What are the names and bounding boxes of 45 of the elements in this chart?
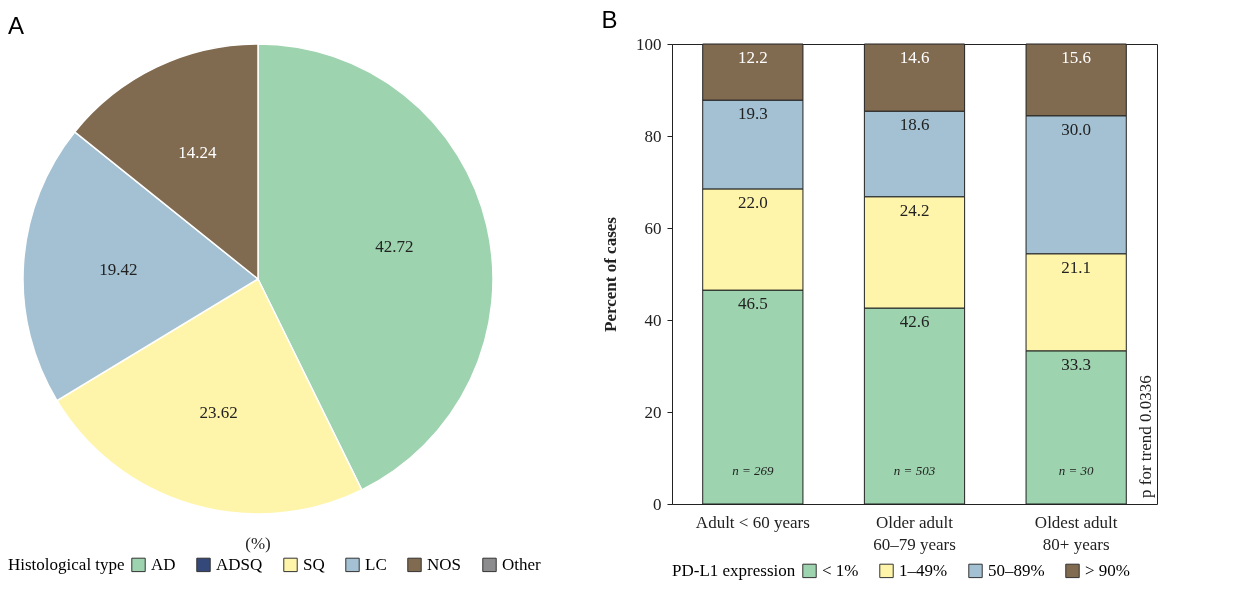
data-label: 19.42 <box>99 259 138 279</box>
y-axis-title: Percent of cases <box>601 216 620 332</box>
y-tick-label: 60 <box>644 218 662 238</box>
legend-title: Histological type <box>8 555 125 574</box>
y-tick-label: 20 <box>644 402 662 422</box>
data-label: 22.0 <box>737 192 768 212</box>
legend-title: PD-L1 expression <box>672 561 796 580</box>
text: (%) <box>245 534 271 553</box>
y-tick-label: 40 <box>644 310 662 330</box>
data-label: 14.24 <box>178 142 218 162</box>
y-tick-label: 80 <box>644 126 662 146</box>
legend-label: NOS <box>427 554 462 574</box>
legend-label: 50–89% <box>988 560 1045 580</box>
x-tick-label: Oldest adult 80+ years <box>1034 512 1118 554</box>
data-label: 42.72 <box>375 237 414 257</box>
x-tick-label: Adult < 60 years <box>695 512 810 532</box>
data-label: 21.1 <box>1061 257 1092 277</box>
x-tick-label: Older adult 60–79 years <box>873 512 956 554</box>
legend-label: > 90% <box>1085 560 1130 580</box>
chart-title: B <box>601 6 618 33</box>
annotation: n = 503 <box>893 463 936 478</box>
legend-label: SQ <box>303 554 325 574</box>
legend-label: Other <box>502 554 542 574</box>
data-label: 15.6 <box>1061 48 1092 67</box>
data-label: 12.2 <box>737 48 768 67</box>
chart-title: A <box>8 12 25 39</box>
y-tick-label: 100 <box>636 34 662 54</box>
data-label: 30.0 <box>1061 119 1092 139</box>
data-label: 24.2 <box>899 200 930 220</box>
data-label: 18.6 <box>899 115 930 135</box>
legend-label: < 1% <box>822 560 859 580</box>
legend-label: 1–49% <box>899 560 948 580</box>
annotation: n = 269 <box>732 463 774 478</box>
legend-label: LC <box>365 554 387 574</box>
y-tick-label: 0 <box>653 494 662 514</box>
annotation: n = 30 <box>1058 463 1095 478</box>
data-label: 19.3 <box>737 104 768 124</box>
data-label: 14.6 <box>899 48 930 67</box>
data-label: 33.3 <box>1061 354 1092 374</box>
data-label: 42.6 <box>899 312 930 332</box>
data-label: 46.5 <box>737 294 768 314</box>
data-label: 23.62 <box>199 403 238 423</box>
annotation: p for trend 0.0336 <box>1136 375 1155 498</box>
legend-label: AD <box>151 554 176 574</box>
legend-label: ADSQ <box>216 554 263 574</box>
